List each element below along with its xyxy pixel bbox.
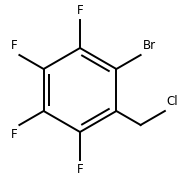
Text: Cl: Cl [167,95,179,108]
Text: Br: Br [143,39,156,52]
Text: F: F [11,39,17,52]
Text: F: F [77,4,83,17]
Text: F: F [77,163,83,176]
Text: F: F [11,128,17,141]
